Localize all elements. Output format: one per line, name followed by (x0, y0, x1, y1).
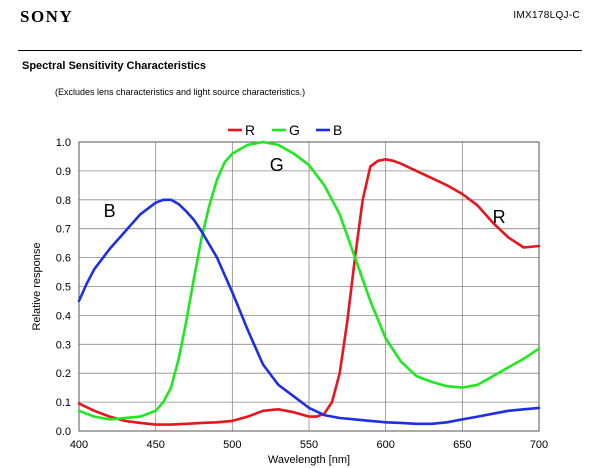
legend-label-g: G (289, 122, 300, 138)
curve-label-g: G (270, 155, 284, 175)
x-tick-label: 700 (530, 439, 548, 451)
legend-label-b: B (333, 122, 342, 138)
x-tick-label: 500 (223, 439, 241, 451)
y-tick-label: 0.0 (56, 426, 71, 438)
y-tick-label: 0.7 (56, 224, 71, 236)
y-tick-label: 0.5 (56, 282, 71, 294)
series-line-r (77, 158, 541, 426)
legend-label-r: R (245, 122, 255, 138)
plot-frame (78, 141, 540, 432)
section-note: (Excludes lens characteristics and light… (55, 87, 306, 97)
x-tick-label: 550 (300, 439, 318, 451)
part-number: IMX178LQJ-C (513, 10, 580, 21)
y-tick-label: 0.3 (56, 339, 71, 351)
curve-label-r: R (493, 207, 506, 227)
y-tick-label: 1.0 (56, 137, 71, 149)
x-tick-label: 600 (376, 439, 394, 451)
x-axis-label: Wavelength [nm] (268, 454, 350, 466)
y-tick-label: 0.2 (56, 368, 71, 380)
sony-logo: SONY (20, 7, 74, 26)
section-title: Spectral Sensitivity Characteristics (22, 60, 207, 72)
header-divider (18, 50, 582, 51)
y-tick-label: 0.1 (56, 397, 71, 409)
x-tick-label: 650 (453, 439, 471, 451)
y-tick-label: 0.4 (56, 310, 71, 322)
y-tick-label: 0.6 (56, 253, 71, 265)
x-tick-label: 450 (146, 439, 164, 451)
curve-label-b: B (104, 201, 116, 221)
y-tick-label: 0.9 (56, 166, 71, 178)
y-axis-label: Relative response (31, 242, 43, 330)
y-tick-label: 0.8 (56, 195, 71, 207)
series-line-g (77, 140, 541, 421)
x-tick-label: 400 (70, 439, 88, 451)
series-line-b (77, 198, 541, 426)
